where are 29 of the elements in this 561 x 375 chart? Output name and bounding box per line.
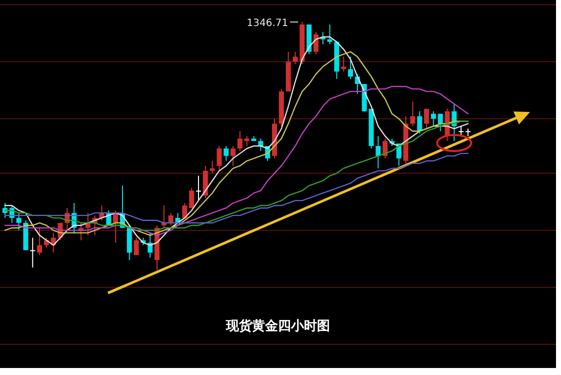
candlestick [37, 227, 42, 256]
candlestick [438, 113, 443, 132]
candlestick [258, 138, 264, 152]
annotation: 1346.71 [246, 18, 288, 29]
candlestick [430, 110, 436, 127]
candlestick [237, 130, 242, 152]
candlestick [382, 138, 388, 159]
candlestick [196, 175, 201, 202]
candlestick [16, 212, 22, 231]
candlestick [348, 56, 354, 80]
candlestick [210, 160, 215, 174]
candlestick [313, 31, 318, 55]
candlestick [327, 24, 332, 45]
candlestick [424, 108, 430, 130]
candlestick [292, 51, 298, 65]
candlestick [410, 100, 416, 127]
candlestick [182, 202, 188, 218]
candlestick [230, 146, 236, 166]
candlestick [134, 237, 139, 256]
candlestick [341, 56, 346, 72]
candlestick [30, 237, 36, 268]
candlestick [224, 146, 229, 162]
candlestick [189, 188, 194, 208]
candlestick [376, 136, 381, 169]
candlestick [244, 136, 250, 146]
text: 现货黄金四小时图 [225, 318, 330, 334]
candlestick [216, 146, 222, 172]
candlestick [417, 110, 422, 134]
candlestick [168, 212, 174, 226]
